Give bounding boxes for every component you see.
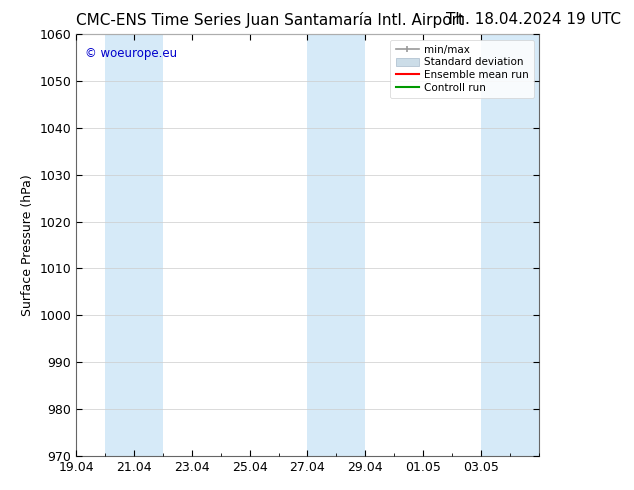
Text: Th. 18.04.2024 19 UTC: Th. 18.04.2024 19 UTC: [446, 12, 621, 27]
Bar: [307, 34, 365, 456]
Bar: [481, 34, 539, 456]
Text: © woeurope.eu: © woeurope.eu: [86, 47, 178, 60]
Bar: [105, 34, 163, 456]
Text: CMC-ENS Time Series Juan Santamaría Intl. Airport: CMC-ENS Time Series Juan Santamaría Intl…: [76, 12, 464, 28]
Legend: min/max, Standard deviation, Ensemble mean run, Controll run: min/max, Standard deviation, Ensemble me…: [391, 40, 534, 98]
Y-axis label: Surface Pressure (hPa): Surface Pressure (hPa): [21, 174, 34, 316]
